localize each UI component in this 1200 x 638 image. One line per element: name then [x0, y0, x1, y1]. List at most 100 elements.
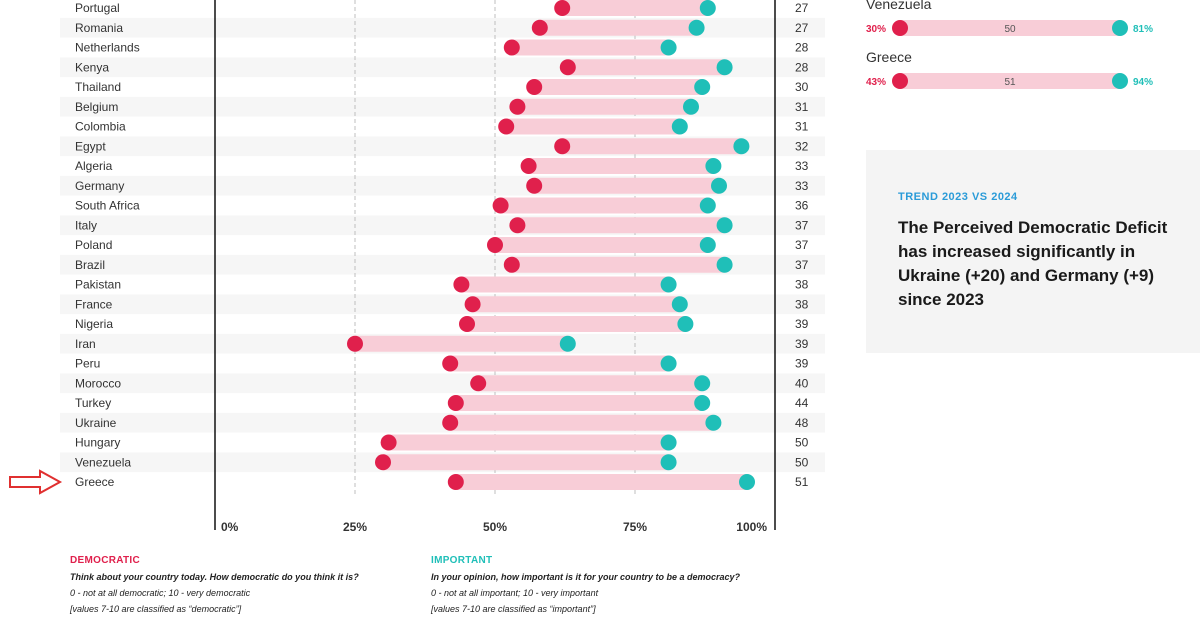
gap-value: 38 — [795, 278, 809, 292]
axis-lines — [214, 0, 776, 530]
democratic-dot — [459, 316, 475, 332]
legend-democratic: DEMOCRATIC Think about your country toda… — [70, 553, 359, 617]
country-label: Ukraine — [75, 416, 117, 430]
important-dot — [694, 79, 711, 95]
important-dot — [660, 39, 677, 56]
dumbbell-bar — [534, 79, 703, 95]
country-label: Germany — [75, 179, 124, 193]
dumbbell-bar — [461, 276, 669, 293]
country-label: Pakistan — [75, 278, 121, 292]
democratic-dot — [498, 118, 515, 135]
detail-important-dot — [1112, 20, 1128, 36]
democratic-dot — [375, 454, 391, 471]
important-dot — [733, 138, 750, 155]
row-background — [60, 373, 825, 394]
country-label: Nigeria — [75, 317, 113, 331]
democratic-dot — [520, 158, 537, 174]
country-label: Portugal — [75, 1, 120, 15]
gap-value: 39 — [795, 317, 809, 331]
democratic-dot — [470, 375, 487, 392]
row-background — [60, 96, 825, 117]
gap-value: 39 — [795, 357, 809, 371]
detail-bar — [900, 20, 1120, 36]
gap-value: 44 — [795, 396, 809, 410]
dumbbell-bar — [495, 237, 708, 253]
detail-important-value: 81% — [1133, 24, 1153, 35]
gap-value: 33 — [795, 159, 809, 173]
dumbbell-bar — [567, 59, 725, 76]
x-tick-label: 50% — [483, 520, 507, 534]
important-dot — [559, 335, 576, 352]
important-dot — [699, 0, 716, 16]
dumbbell-dots — [347, 0, 755, 490]
dumbbell-bar — [500, 197, 708, 214]
gap-value: 33 — [795, 179, 809, 193]
important-dot — [671, 118, 688, 135]
dumbbell-bar — [539, 19, 697, 36]
country-label: Hungary — [75, 436, 120, 450]
detail-democratic-dot — [892, 73, 908, 89]
gap-value: 39 — [795, 337, 809, 351]
democratic-dot — [554, 0, 571, 16]
gap-value: 51 — [795, 475, 809, 489]
dumbbell-bar — [528, 158, 714, 174]
dumbbell-bar — [388, 434, 669, 451]
country-label: South Africa — [75, 199, 140, 213]
country-label: Belgium — [75, 100, 118, 114]
gap-value: 37 — [795, 238, 809, 252]
legend-democratic-title: DEMOCRATIC — [70, 555, 141, 566]
democratic-dot — [492, 197, 509, 214]
dumbbell-bar — [562, 138, 742, 155]
gap-value: 40 — [795, 376, 809, 390]
highlight-arrow-icon — [9, 469, 63, 495]
dumbbell-bars — [355, 0, 747, 490]
legend-democratic-question: Think about your country today. How demo… — [70, 572, 359, 582]
legend-important: IMPORTANT In your opinion, how important… — [431, 553, 740, 617]
legend-important-scale: 0 - not at all important; 10 - very impo… — [431, 588, 599, 598]
country-label: Algeria — [75, 159, 113, 173]
country-label: Greece — [75, 475, 115, 489]
country-label: Poland — [75, 238, 112, 252]
gap-value: 48 — [795, 416, 809, 430]
detail-gap-value: 51 — [1004, 77, 1016, 88]
legend-important-question: In your opinion, how important is it for… — [431, 572, 741, 582]
x-tick-label: 0% — [221, 520, 239, 534]
democratic-dot — [447, 474, 464, 490]
democratic-dot — [559, 59, 576, 76]
legend-important-title: IMPORTANT — [431, 555, 493, 566]
dumbbell-bar — [450, 414, 714, 431]
important-dot — [660, 276, 677, 293]
important-dot — [671, 296, 688, 313]
dumbbell-bar — [450, 355, 669, 372]
important-dot — [716, 256, 733, 273]
gap-value: 36 — [795, 199, 809, 213]
country-label: France — [75, 297, 113, 311]
important-dot — [677, 316, 694, 332]
dumbbell-bar — [517, 217, 725, 234]
detail-country-label: Greece — [866, 49, 912, 65]
dumbbell-bar — [455, 395, 703, 411]
detail-country-label: Venezuela — [866, 0, 932, 12]
important-dot — [705, 414, 722, 431]
gap-value: 30 — [795, 80, 809, 94]
legend-important-note: [values 7-10 are classified as “importan… — [431, 604, 596, 614]
dumbbell-bar — [455, 474, 747, 490]
important-dot — [683, 98, 699, 115]
dumbbell-bar — [383, 454, 669, 471]
country-label: Italy — [75, 218, 97, 232]
detail-gap-value: 50 — [1004, 24, 1016, 35]
democratic-dot — [531, 19, 548, 36]
important-dot — [660, 454, 677, 471]
important-dot — [688, 19, 705, 36]
x-tick-label: 75% — [623, 520, 647, 534]
detail-democratic-dot — [892, 20, 908, 36]
gap-value: 31 — [795, 100, 809, 114]
important-dot — [694, 395, 711, 411]
important-dot — [660, 355, 677, 372]
dumbbell-bar — [467, 316, 686, 332]
dumbbell-bar — [562, 0, 708, 16]
democratic-dot — [503, 256, 520, 273]
country-label: Morocco — [75, 376, 121, 390]
detail-democratic-value: 43% — [866, 77, 886, 88]
gap-value: 28 — [795, 60, 809, 74]
